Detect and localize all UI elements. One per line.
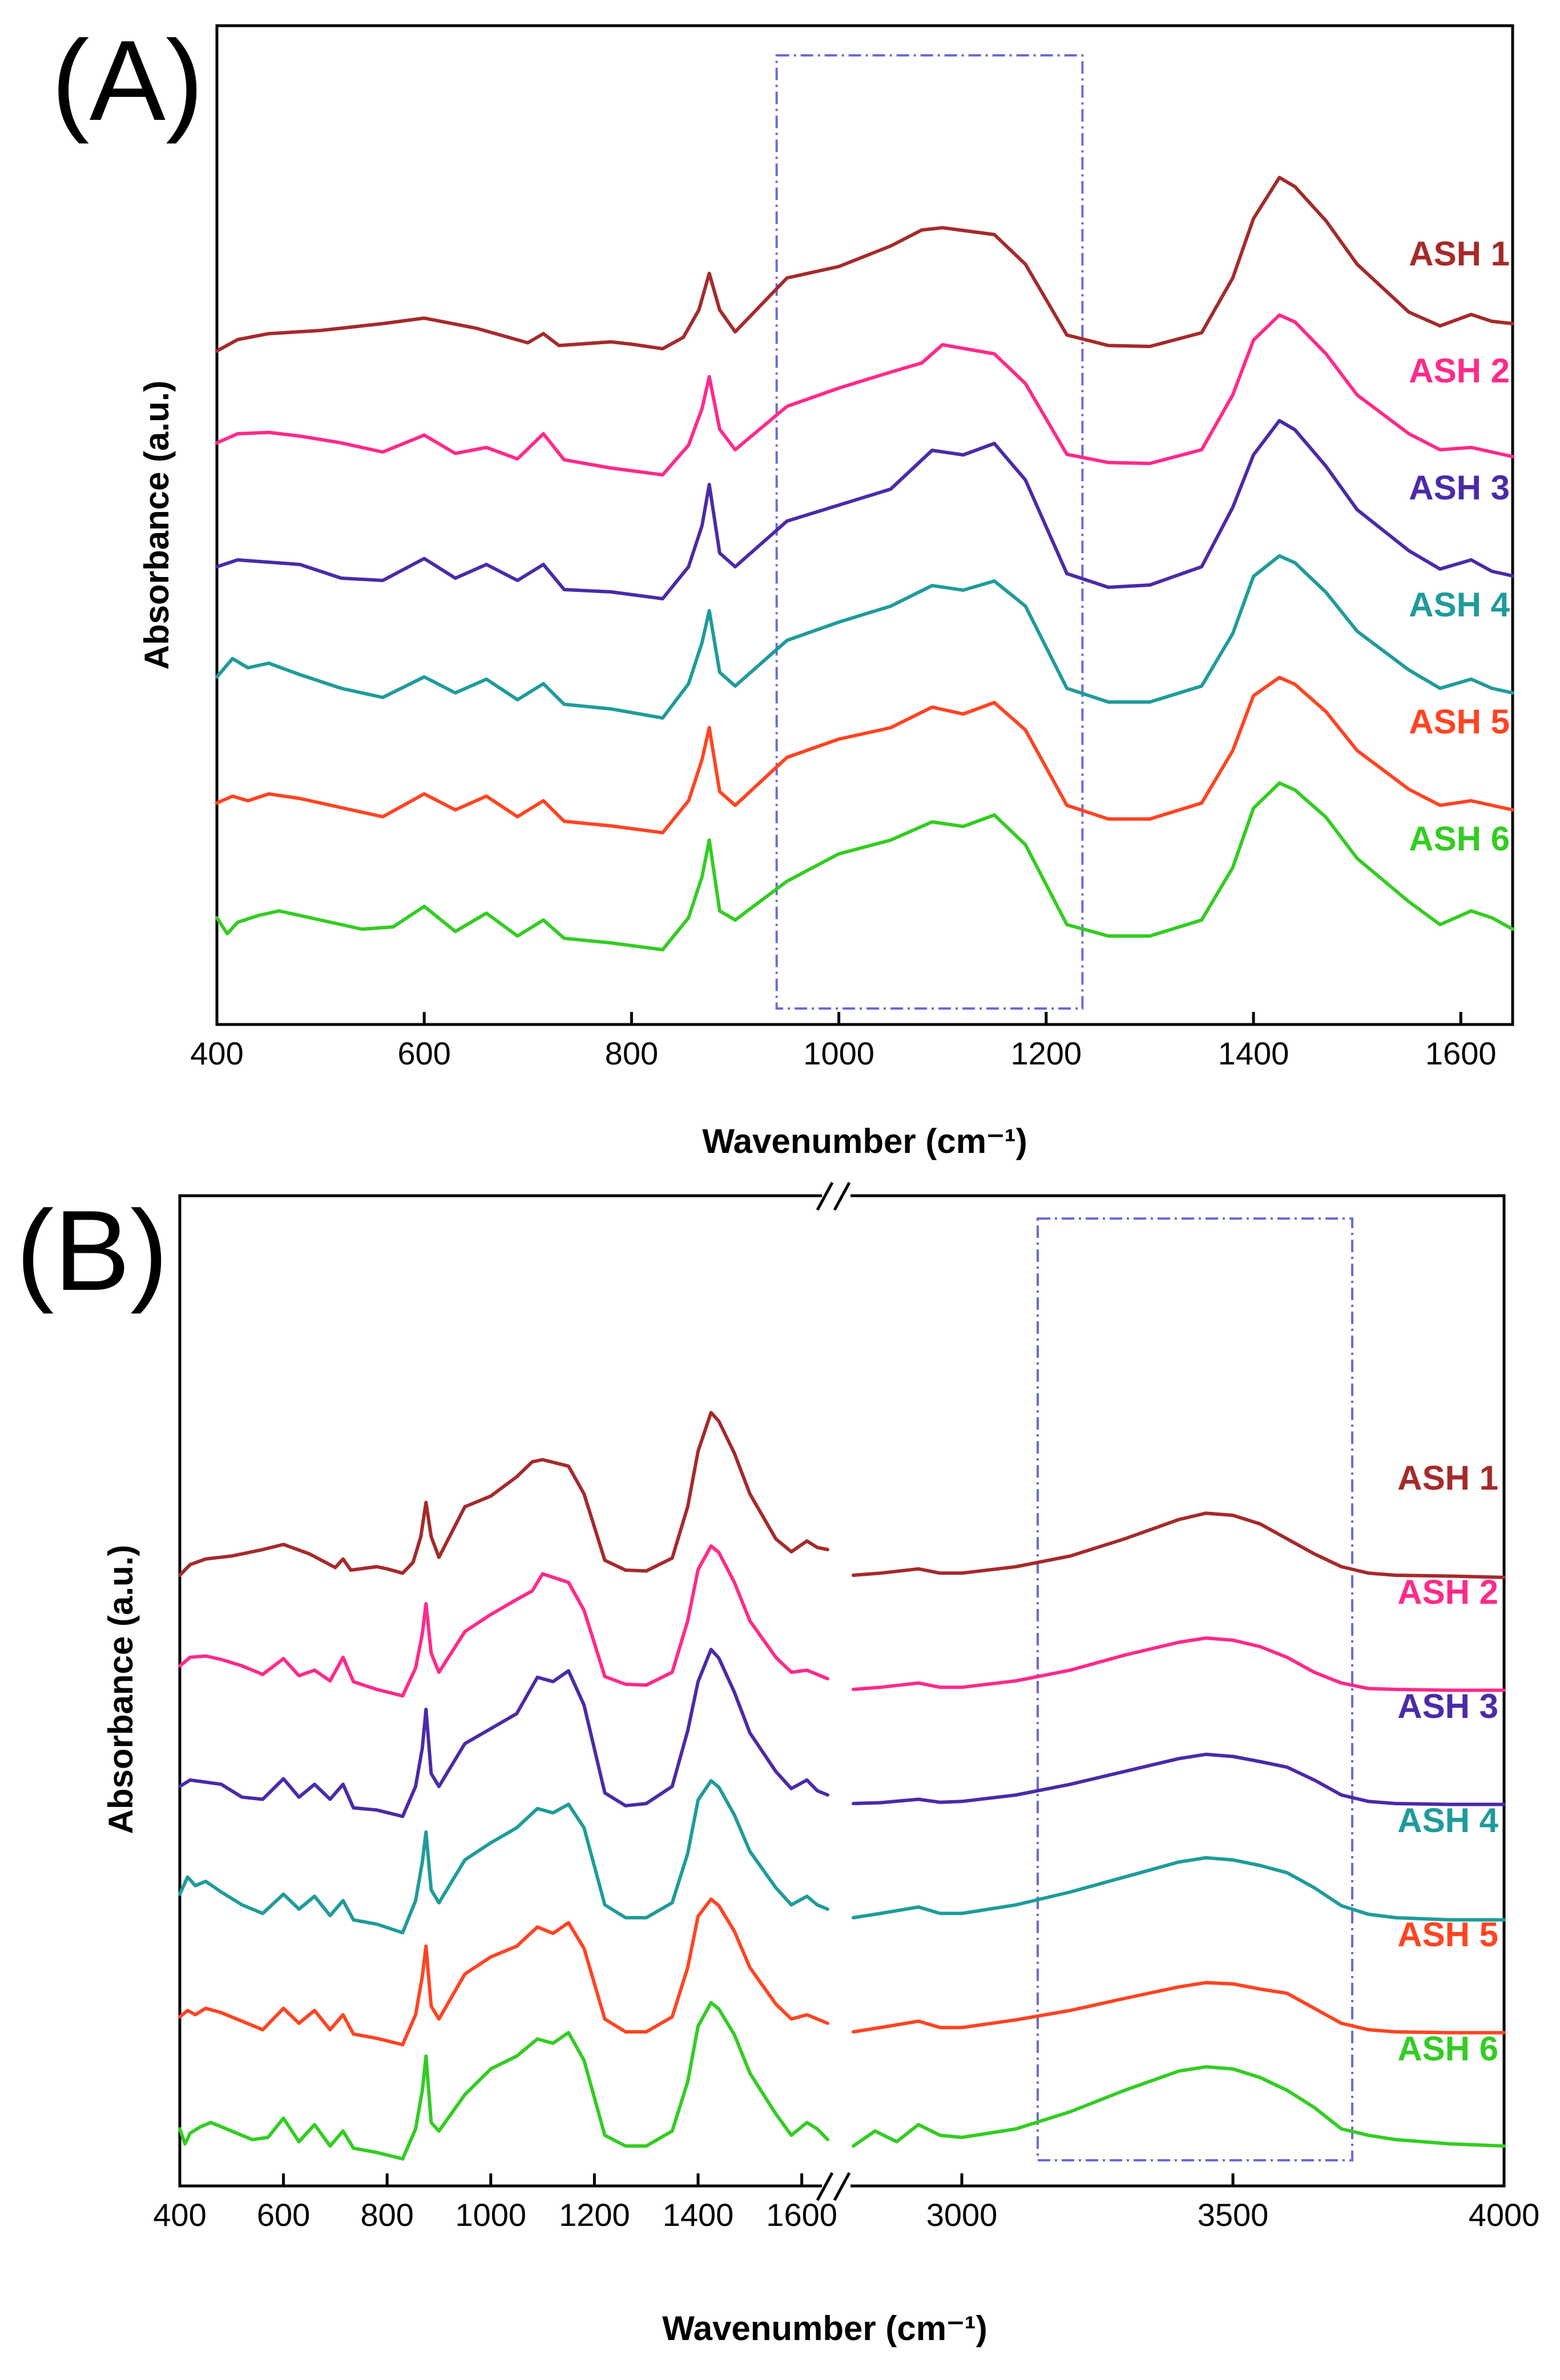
panel-b-series-label-ash-4: ASH 4 bbox=[1397, 1801, 1498, 1840]
panel-b-x-tick-label: 1400 bbox=[663, 2197, 734, 2233]
panel-b-x-tick-label: 3500 bbox=[1198, 2197, 1269, 2233]
panel-b-label: (B) bbox=[16, 1187, 168, 1314]
panel-a-series-label-ash-1: ASH 1 bbox=[1409, 235, 1510, 273]
panel-a-x-tick-label: 400 bbox=[190, 1035, 243, 1071]
panel-b: (B) ASH 1 ASH 2 ASH 3 ASH 4 ASH 5 ASH 6 400 60… bbox=[16, 1181, 1539, 2347]
panel-a-series-label-ash-6: ASH 6 bbox=[1409, 820, 1510, 858]
panel-a-series-line-ash-6 bbox=[215, 781, 1514, 951]
panel-b-series-label-ash-5: ASH 5 bbox=[1397, 1915, 1498, 1954]
panel-b-series-line-ash-3-seg2 bbox=[852, 1752, 1506, 1806]
panel-a-x-tick-label: 1000 bbox=[803, 1035, 874, 1071]
panel-a-x-tick-label: 800 bbox=[605, 1035, 658, 1071]
panel-a-series-label-ash-4: ASH 4 bbox=[1409, 586, 1510, 624]
panel-b-series-line-ash-4-seg2 bbox=[852, 1856, 1506, 1922]
panel-b-axis-break-top bbox=[816, 1181, 851, 1211]
panel-b-x-tick-label: 1000 bbox=[455, 2197, 527, 2233]
panel-b-x-axis-title: Wavenumber (cm⁻¹) bbox=[662, 2309, 987, 2347]
panel-b-x-tick-label: 3000 bbox=[926, 2197, 998, 2233]
panel-b-series-line-ash-1-seg1 bbox=[178, 1411, 829, 1577]
panel-b-series-label-ash-6: ASH 6 bbox=[1397, 2030, 1498, 2068]
panel-b-series-line-ash-4-seg1 bbox=[178, 1779, 829, 1935]
panel-b-series-label-ash-1: ASH 1 bbox=[1397, 1459, 1498, 1497]
panel-b-series-line-ash-2-seg2 bbox=[852, 1636, 1506, 1692]
panel-a-x-tick-label: 600 bbox=[397, 1035, 450, 1071]
panel-b-series-line-ash-2-seg1 bbox=[178, 1544, 829, 1698]
panel-a: (A) ASH 1 ASH 2 ASH 3 ASH 4 ASH 5 ASH 6 400 60… bbox=[51, 17, 1514, 1160]
panel-b-x-ticks: 400 600 800 1000 1200 1400 1600 3000 3500 4000 bbox=[153, 2173, 1539, 2233]
panel-a-label: (A) bbox=[51, 17, 204, 144]
panel-b-series-labels: ASH 1 ASH 2 ASH 3 ASH 4 ASH 5 ASH 6 bbox=[1397, 1459, 1498, 2068]
panel-b-x-tick-label: 600 bbox=[257, 2197, 310, 2233]
panel-b-series-label-ash-3: ASH 3 bbox=[1397, 1687, 1498, 1725]
panel-b-x-tick-label: 800 bbox=[360, 2197, 413, 2233]
panel-b-series-group bbox=[178, 1411, 1506, 2161]
panel-a-series-labels: ASH 1 ASH 2 ASH 3 ASH 4 ASH 5 ASH 6 bbox=[1409, 235, 1510, 858]
panel-a-series-group bbox=[215, 176, 1514, 951]
panel-a-x-tick-label: 1600 bbox=[1425, 1035, 1497, 1071]
panel-b-highlight-region bbox=[1037, 1217, 1353, 2161]
panel-b-axis-break-bottom bbox=[816, 2172, 851, 2201]
panel-a-x-tick-label: 1200 bbox=[1011, 1035, 1082, 1071]
panel-a-series-line-ash-4 bbox=[215, 554, 1514, 720]
panel-b-series-line-ash-3-seg1 bbox=[178, 1648, 829, 1818]
panel-b-series-label-ash-2: ASH 2 bbox=[1397, 1573, 1498, 1611]
panel-a-series-label-ash-5: ASH 5 bbox=[1409, 703, 1510, 741]
panel-b-x-tick-label: 400 bbox=[153, 2197, 206, 2233]
panel-a-series-label-ash-3: ASH 3 bbox=[1409, 469, 1510, 507]
panel-b-series-line-ash-5-seg2 bbox=[852, 1980, 1506, 2035]
panel-a-series-label-ash-2: ASH 2 bbox=[1409, 352, 1510, 390]
panel-a-series-line-ash-1 bbox=[215, 176, 1514, 353]
panel-a-x-ticks: 400 600 800 1000 1200 1400 1600 bbox=[190, 1012, 1496, 1071]
panel-a-series-line-ash-5 bbox=[215, 676, 1514, 834]
panel-b-series-line-ash-6-seg2 bbox=[852, 2065, 1506, 2148]
panel-a-plot-frame bbox=[215, 24, 1514, 1026]
panel-a-x-tick-label: 1400 bbox=[1218, 1035, 1289, 1071]
panel-a-y-axis-title: Absorbance (a.u.) bbox=[138, 381, 176, 670]
panel-b-x-tick-label: 1200 bbox=[559, 2197, 630, 2233]
panel-a-x-axis-title: Wavenumber (cm⁻¹) bbox=[702, 1122, 1027, 1160]
panel-b-series-line-ash-5-seg1 bbox=[178, 1897, 829, 2047]
panel-b-series-line-ash-1-seg2 bbox=[852, 1511, 1506, 1579]
panel-b-series-line-ash-6-seg1 bbox=[178, 2000, 829, 2161]
panel-a-series-line-ash-2 bbox=[215, 313, 1514, 477]
panel-b-x-tick-label: 4000 bbox=[1469, 2197, 1540, 2233]
panel-a-series-line-ash-3 bbox=[215, 419, 1514, 600]
panel-b-y-axis-title: Absorbance (a.u.) bbox=[102, 1545, 140, 1834]
panel-b-x-tick-label: 1600 bbox=[766, 2197, 837, 2233]
